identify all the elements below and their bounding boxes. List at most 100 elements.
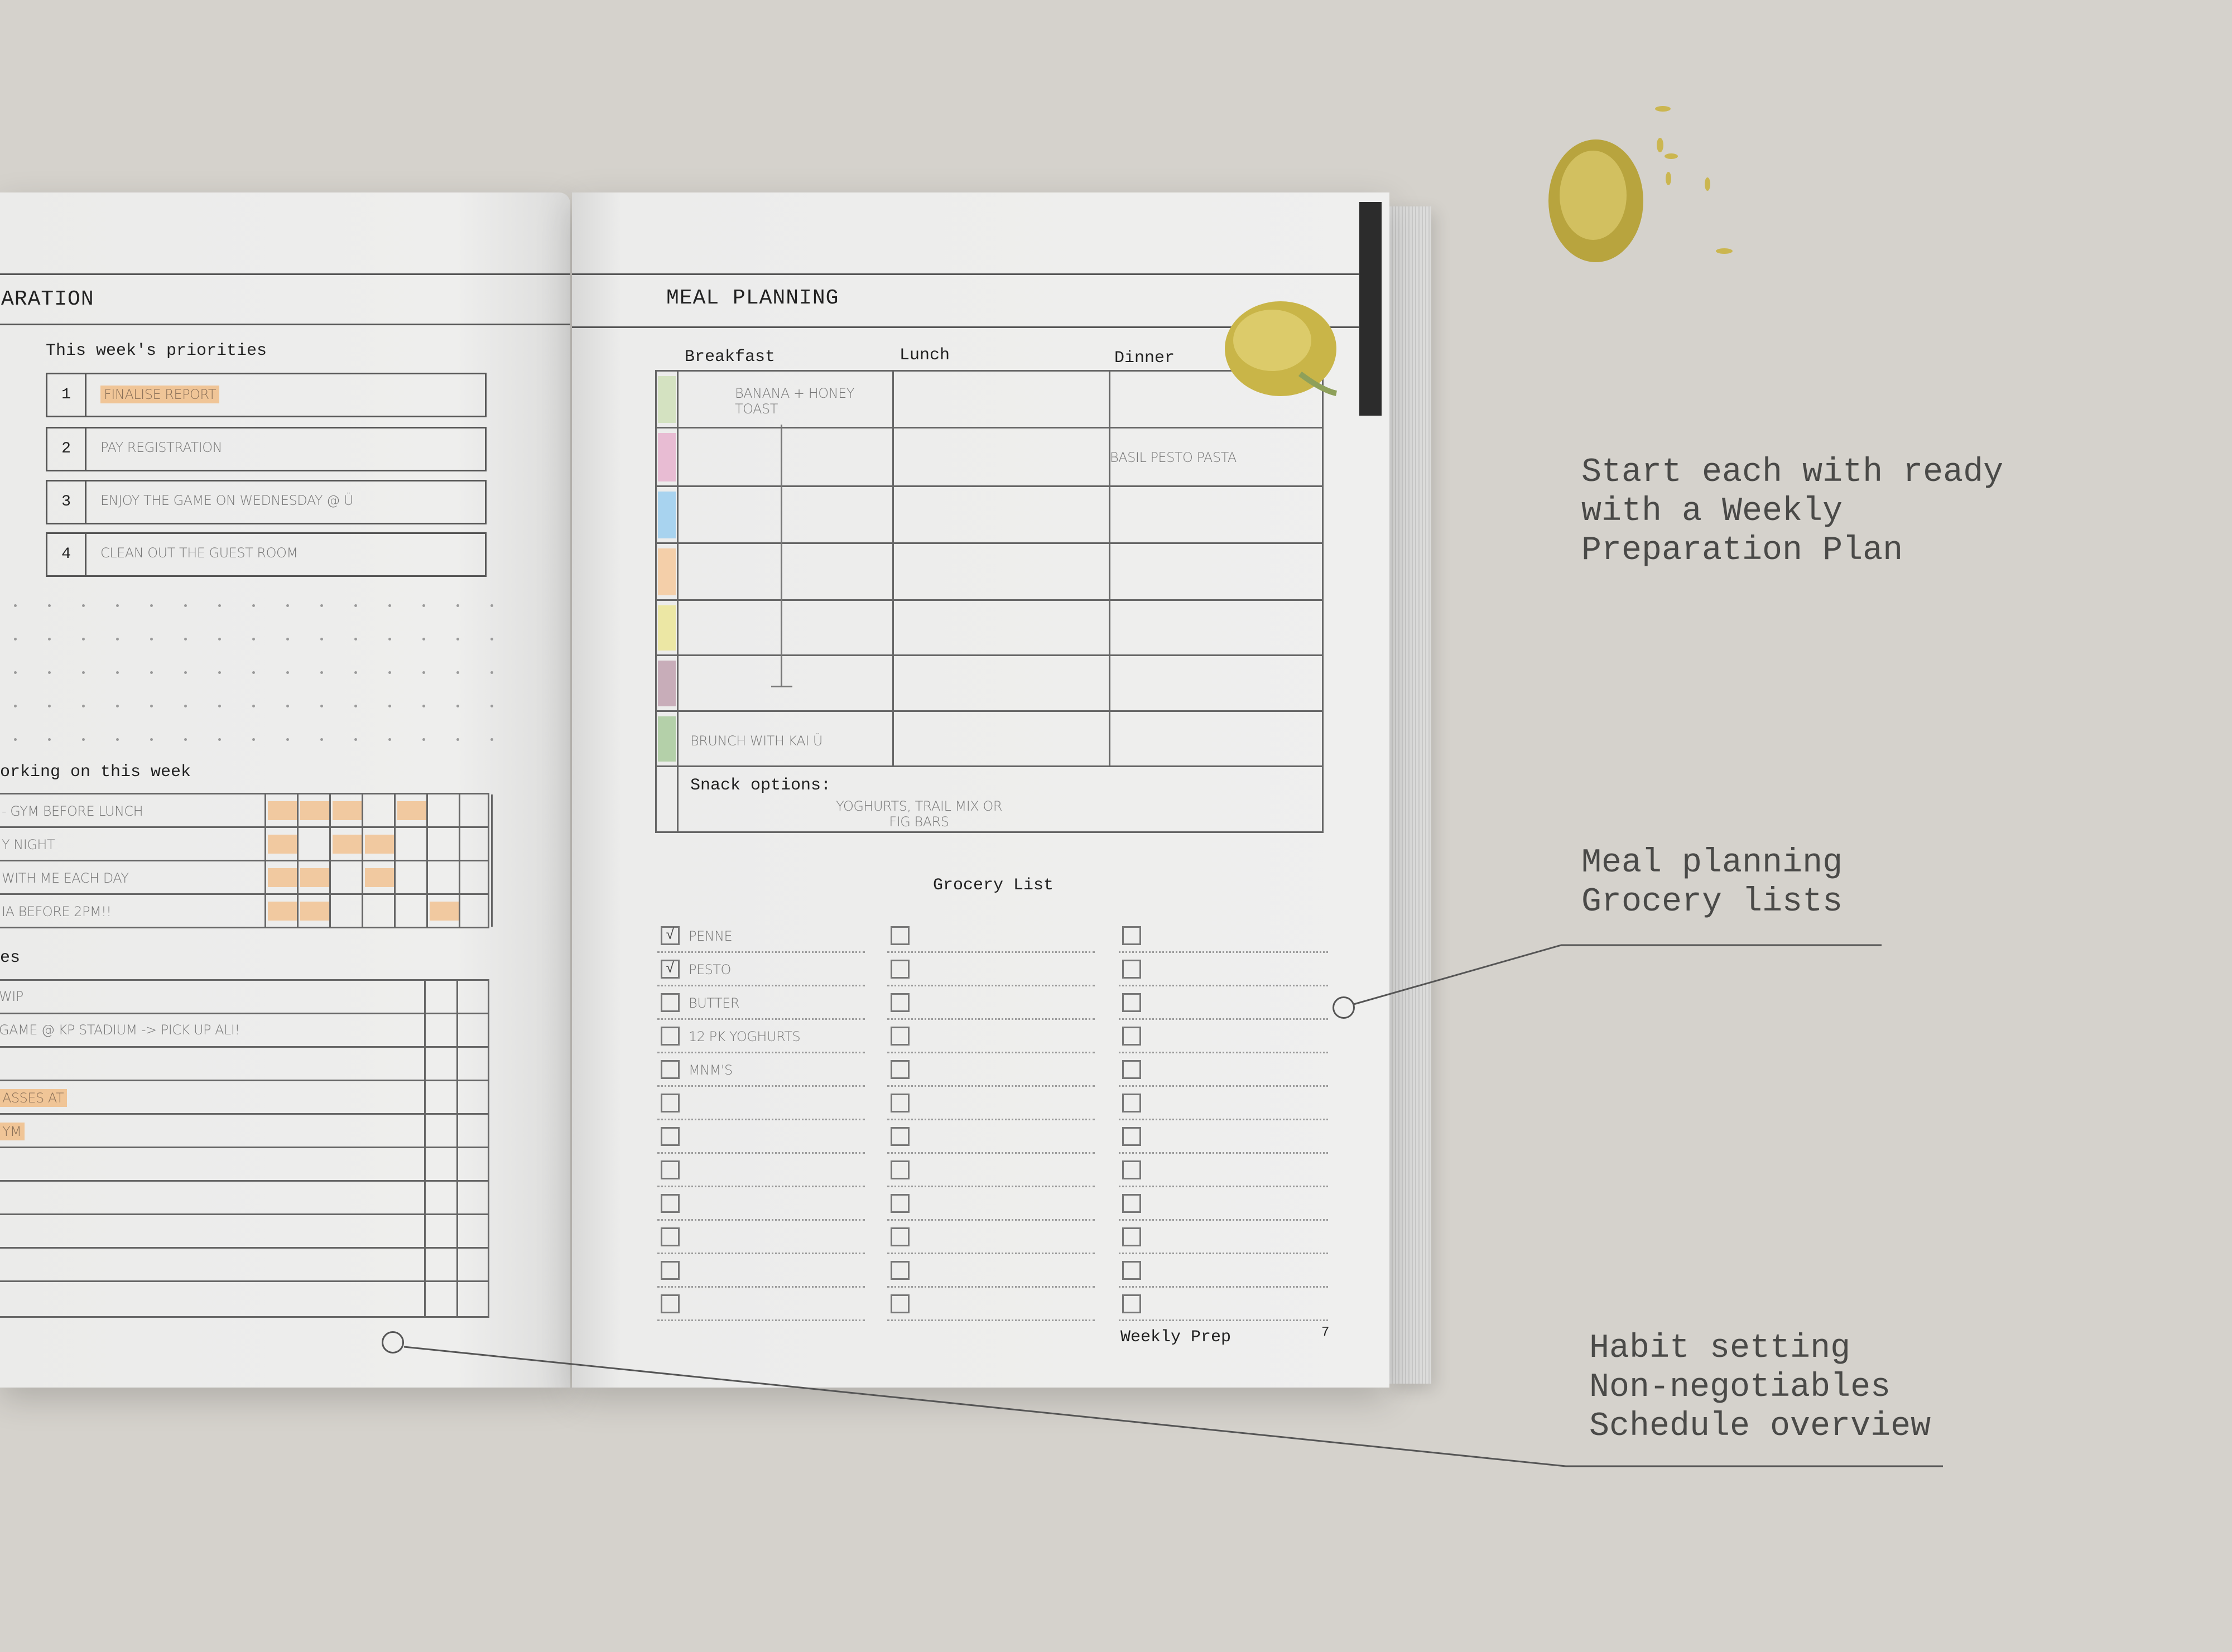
grocery-checkbox[interactable] <box>1122 1060 1141 1079</box>
callout-line-meal <box>1353 944 1882 1005</box>
habit-mark <box>430 902 459 921</box>
grocery-rule <box>887 985 1095 986</box>
dot <box>252 738 255 741</box>
grocery-checkbox[interactable] <box>1122 1227 1141 1246</box>
dot <box>286 638 289 640</box>
left-page <box>0 192 570 1388</box>
grocery-checkbox[interactable] <box>1122 1094 1141 1112</box>
grocery-checkbox[interactable] <box>891 926 910 945</box>
grocery-checkbox[interactable] <box>1122 1194 1141 1213</box>
dot <box>82 705 85 707</box>
grocery-checkbox[interactable] <box>891 1261 910 1280</box>
habit-column-rule <box>426 794 428 927</box>
day-color-swatch <box>658 661 676 706</box>
dot <box>354 604 357 607</box>
grocery-checkbox[interactable] <box>661 1294 680 1313</box>
habit-column-rule <box>362 794 363 927</box>
grocery-checkbox[interactable]: √ <box>661 926 680 945</box>
habit-text: - GYM BEFORE LUNCH <box>2 803 143 819</box>
grocery-checkbox[interactable] <box>661 1094 680 1112</box>
grocery-checkbox[interactable] <box>1122 926 1141 945</box>
priority-number: 4 <box>47 534 86 575</box>
habit-column-rule <box>491 794 493 927</box>
grocery-checkbox[interactable] <box>661 993 680 1012</box>
day-color-swatch <box>658 433 676 481</box>
grocery-rule <box>887 1186 1095 1187</box>
grocery-checkbox[interactable] <box>891 1194 910 1213</box>
dot <box>150 671 153 674</box>
habit-mark <box>268 801 297 820</box>
dot <box>252 604 255 607</box>
grocery-title: Grocery List <box>933 876 1054 895</box>
grocery-rule <box>887 1052 1095 1053</box>
grocery-checkbox[interactable]: √ <box>661 960 680 979</box>
dot <box>456 705 459 707</box>
callout-text-habit: Habit setting Non-negotiables Schedule o… <box>1589 1330 1931 1446</box>
grocery-checkbox[interactable] <box>891 1094 910 1112</box>
dot <box>388 638 391 640</box>
snack-label: Snack options: <box>690 776 831 795</box>
dot <box>320 604 323 607</box>
meal-entry: BASIL PESTO PASTA <box>1110 450 1237 465</box>
grocery-rule <box>1119 951 1328 953</box>
column-lunch: Lunch <box>899 346 950 365</box>
arrow-line <box>781 425 782 687</box>
header-rule <box>572 273 1359 275</box>
habit-text: WITH ME EACH DAY <box>2 870 129 886</box>
grocery-rule <box>657 1085 865 1087</box>
dot <box>456 671 459 674</box>
priority-number: 1 <box>47 374 86 416</box>
day-color-swatch <box>658 605 676 651</box>
grocery-checkbox[interactable] <box>661 1127 680 1146</box>
grocery-checkbox[interactable] <box>1122 1294 1141 1313</box>
dot <box>456 638 459 640</box>
dot <box>354 638 357 640</box>
dot <box>490 671 493 674</box>
dot <box>422 671 425 674</box>
grocery-checkbox[interactable] <box>891 1227 910 1246</box>
meal-entry: BANANA + HONEY TOAST <box>735 386 854 417</box>
grocery-checkbox[interactable] <box>891 1060 910 1079</box>
grocery-checkbox[interactable] <box>891 1160 910 1179</box>
grocery-checkbox[interactable] <box>1122 1160 1141 1179</box>
priorities-label: This week's priorities <box>46 341 267 360</box>
dot <box>320 738 323 741</box>
grocery-checkbox[interactable] <box>661 1261 680 1280</box>
priority-number: 2 <box>47 428 86 470</box>
grocery-checkbox[interactable] <box>891 1027 910 1046</box>
grocery-rule <box>1119 1085 1328 1087</box>
grocery-rule <box>1119 1319 1328 1321</box>
dot <box>252 671 255 674</box>
meal-column-rule <box>1109 372 1110 765</box>
dot <box>150 705 153 707</box>
grocery-checkbox[interactable] <box>1122 1261 1141 1280</box>
dot <box>150 604 153 607</box>
dot <box>218 705 221 707</box>
grocery-checkbox[interactable] <box>891 960 910 979</box>
grocery-checkbox[interactable] <box>661 1060 680 1079</box>
dot <box>116 671 119 674</box>
grocery-checkbox[interactable] <box>1122 993 1141 1012</box>
schedule-row-rule <box>0 1147 488 1148</box>
habit-tracker: - GYM BEFORE LUNCH Y NIGHT WITH ME EACH DA… <box>0 793 493 928</box>
schedule-row-rule <box>0 1013 488 1014</box>
grocery-checkbox[interactable] <box>661 1160 680 1179</box>
grocery-checkbox[interactable] <box>661 1227 680 1246</box>
grocery-checkbox[interactable] <box>1122 1127 1141 1146</box>
grocery-checkbox[interactable] <box>1122 1027 1141 1046</box>
schedule-row-rule <box>0 1080 488 1081</box>
grocery-checkbox[interactable] <box>1122 960 1141 979</box>
grocery-checkbox[interactable] <box>891 1294 910 1313</box>
grocery-checkbox[interactable] <box>891 1127 910 1146</box>
dot <box>116 604 119 607</box>
header-rule <box>0 324 570 325</box>
grocery-rule <box>1119 985 1328 986</box>
grocery-checkbox[interactable] <box>891 993 910 1012</box>
meal-row-rule <box>657 654 1322 656</box>
grocery-checkbox[interactable] <box>661 1027 680 1046</box>
grocery-item: PESTO <box>689 962 731 977</box>
grocery-rule <box>887 1253 1095 1254</box>
grocery-checkbox[interactable] <box>661 1194 680 1213</box>
grocery-rule <box>657 1186 865 1187</box>
